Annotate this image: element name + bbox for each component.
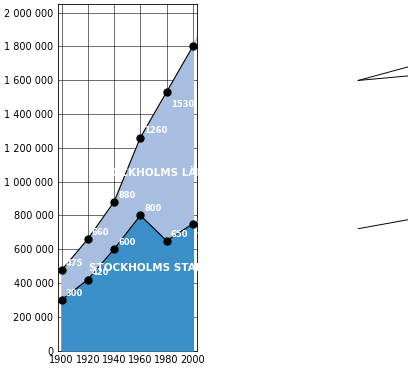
Point [137, 212, 144, 218]
Text: 1260: 1260 [144, 126, 168, 135]
Text: 750: 750 [197, 232, 214, 241]
Text: 1530: 1530 [171, 100, 194, 109]
Point [111, 199, 117, 205]
Point [111, 246, 117, 252]
Point [190, 43, 196, 49]
Point [163, 238, 170, 244]
Text: 650: 650 [171, 230, 188, 238]
Text: STOCKHOLMS STAD: STOCKHOLMS STAD [89, 263, 204, 273]
Point [163, 89, 170, 95]
Text: 420: 420 [92, 268, 109, 277]
Point [84, 236, 91, 242]
Text: 800: 800 [144, 204, 162, 213]
Text: 880: 880 [118, 191, 135, 200]
Text: 660: 660 [92, 228, 109, 237]
Point [58, 297, 65, 303]
Text: STOCKHOLMS LÄN: STOCKHOLMS LÄN [97, 168, 205, 178]
Point [137, 135, 144, 141]
Text: 475: 475 [66, 259, 83, 268]
Text: 300: 300 [66, 289, 83, 298]
Text: 600: 600 [118, 238, 135, 247]
Point [190, 221, 196, 227]
Point [58, 267, 65, 273]
Point [84, 277, 91, 283]
Text: 1800: 1800 [197, 35, 220, 44]
